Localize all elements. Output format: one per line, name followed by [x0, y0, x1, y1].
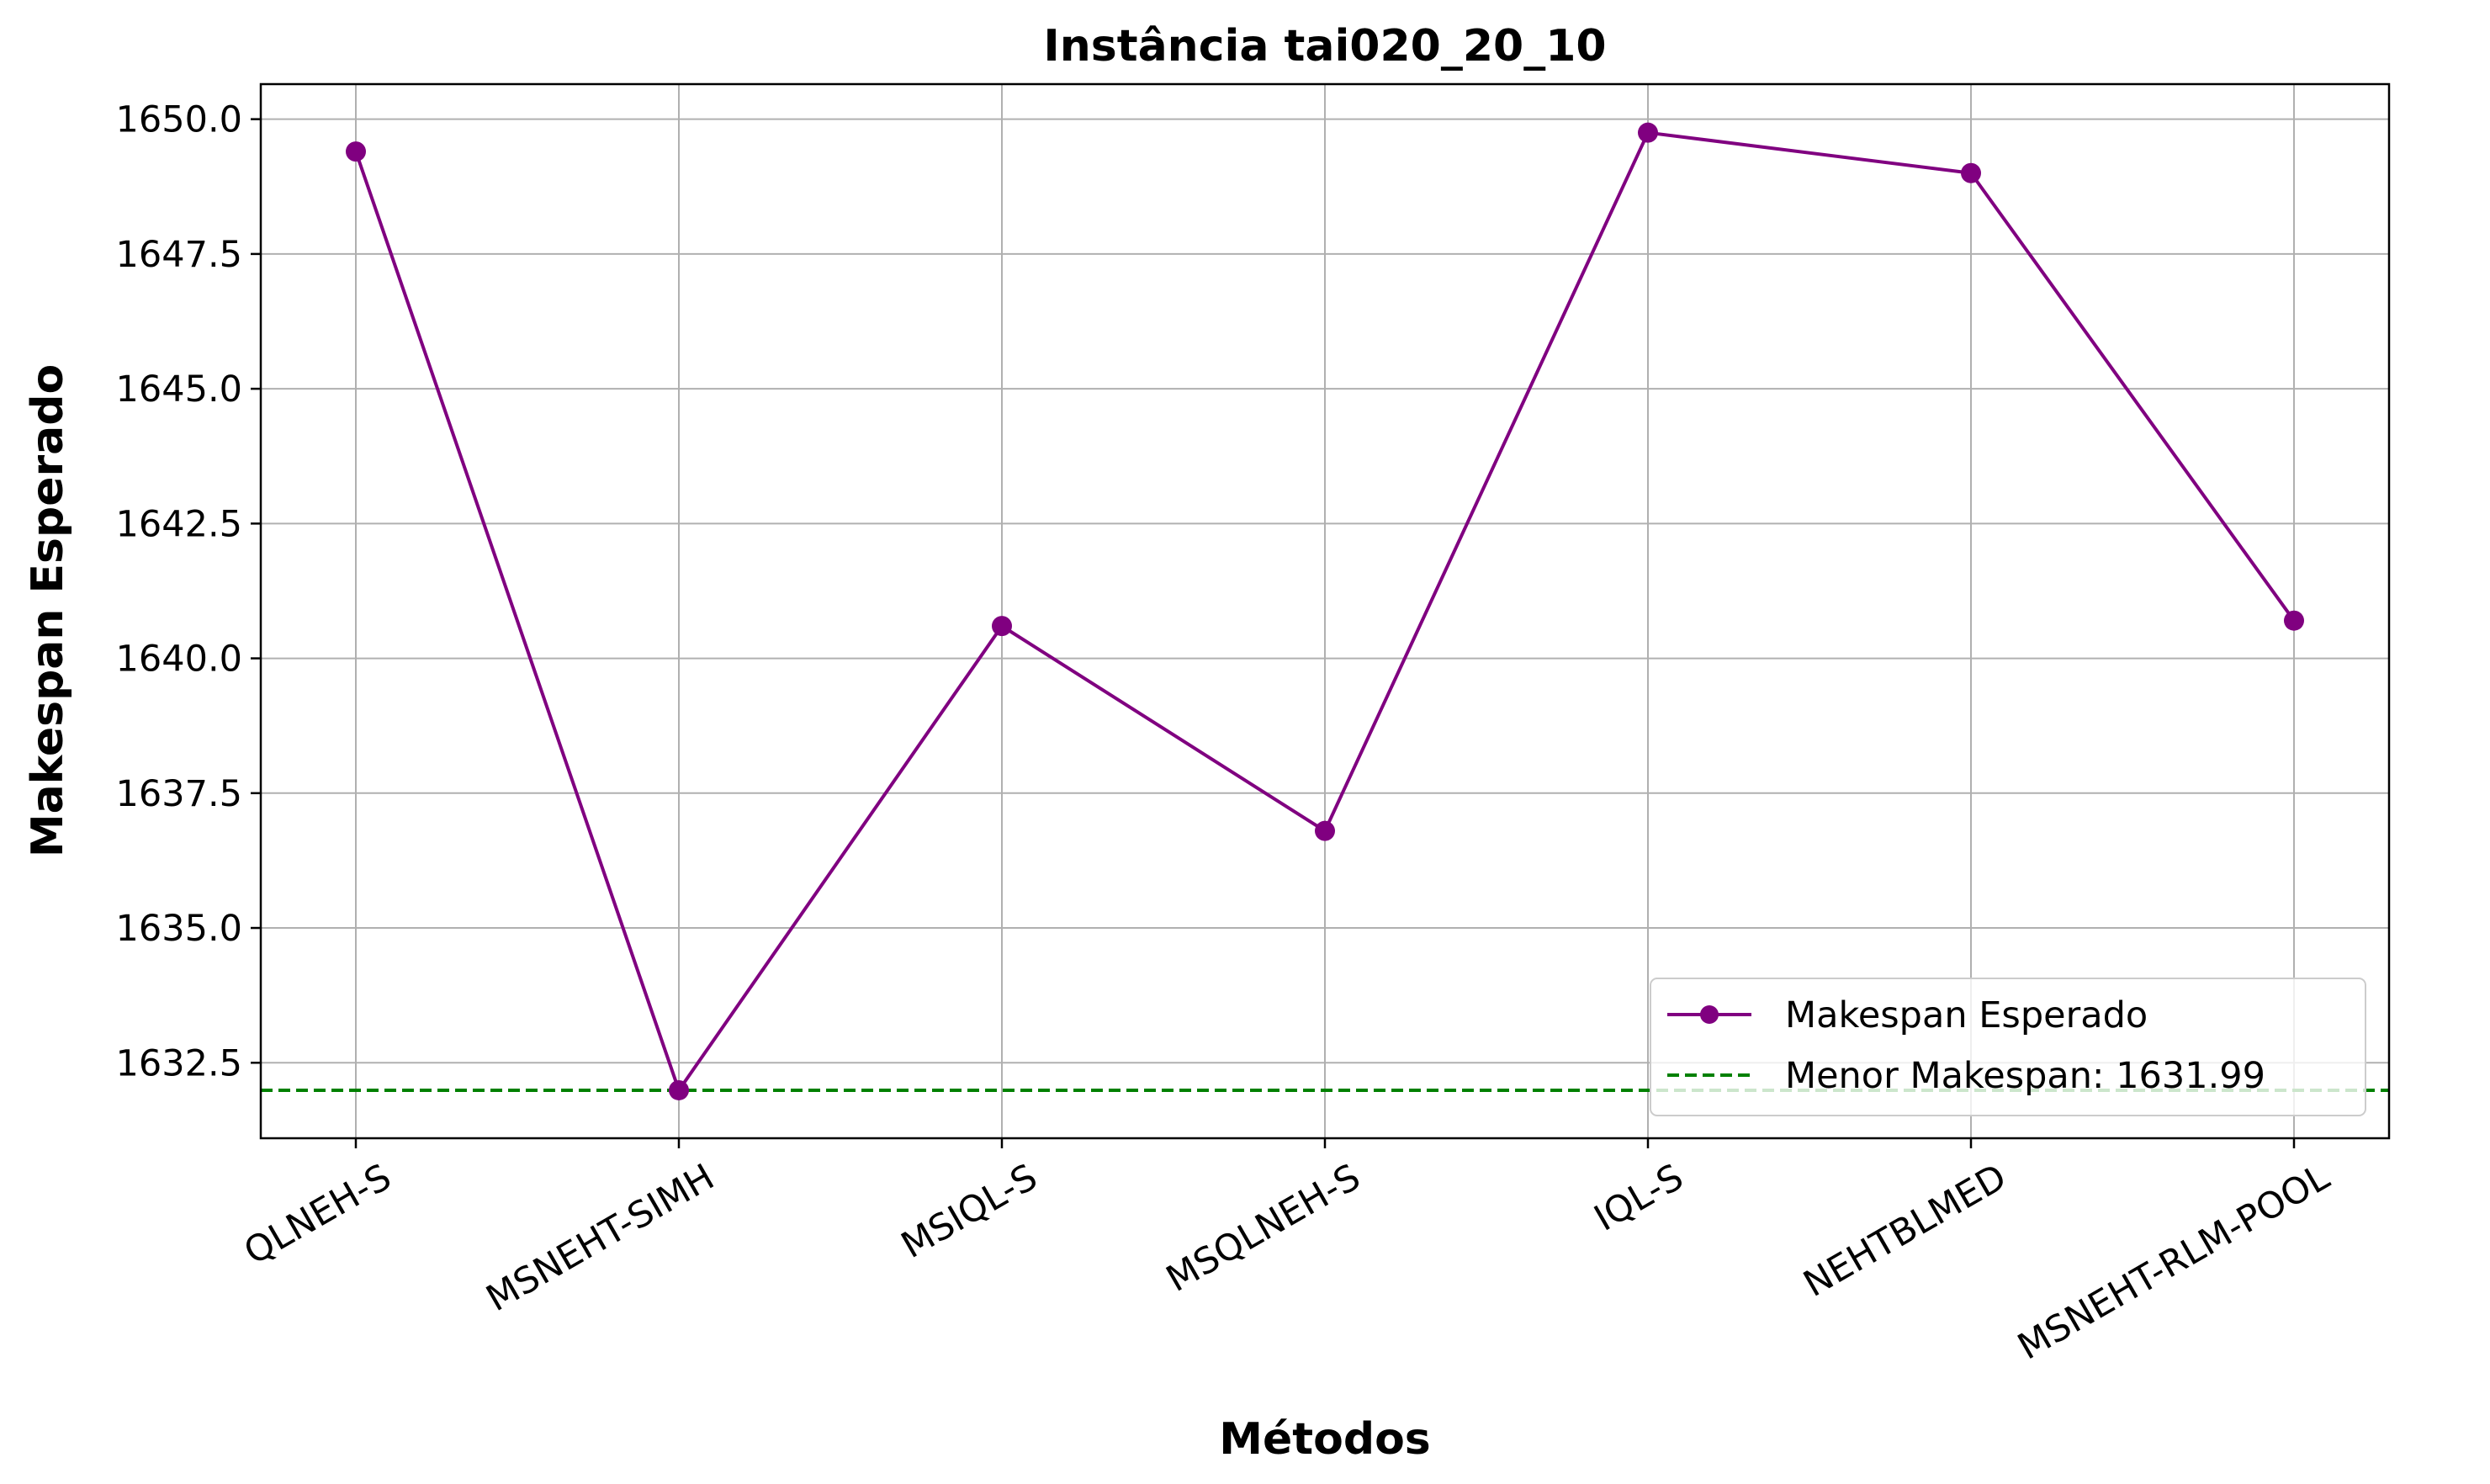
y-tick-label: 1647.5	[116, 234, 242, 276]
data-point	[992, 616, 1012, 637]
legend-series-label: Makespan Esperado	[1785, 994, 2148, 1036]
legend-box	[1650, 978, 2366, 1116]
y-tick-label: 1650.0	[116, 99, 242, 141]
data-point	[669, 1079, 689, 1100]
x-axis-label: Métodos	[1219, 1414, 1431, 1465]
y-tick-label: 1635.0	[116, 908, 242, 950]
y-tick-label: 1637.5	[116, 773, 242, 815]
legend-reference-label: Menor Makespan: 1631.99	[1785, 1055, 2265, 1097]
data-point	[2284, 610, 2304, 631]
series-group	[346, 122, 2304, 1100]
data-point	[1638, 122, 1658, 143]
y-tick-label: 1645.0	[116, 368, 242, 411]
y-axis: 1632.5 1635.0 1637.5 1640.0 1642.5 1645.0 1647…	[116, 99, 261, 1084]
y-tick-label: 1642.5	[116, 503, 242, 545]
y-tick-label: 1640.0	[116, 639, 242, 681]
legend-series-marker	[1700, 1005, 1719, 1024]
data-point	[346, 141, 366, 162]
legend: Makespan Esperado Menor Makespan: 1631.9…	[1650, 978, 2366, 1116]
data-point	[1961, 162, 1981, 183]
data-point	[1315, 820, 1335, 841]
y-axis-label: Makespan Esperado	[23, 364, 73, 857]
y-tick-label: 1632.5	[116, 1042, 242, 1084]
chart-title: Instância tai020_20_10	[1043, 21, 1606, 72]
